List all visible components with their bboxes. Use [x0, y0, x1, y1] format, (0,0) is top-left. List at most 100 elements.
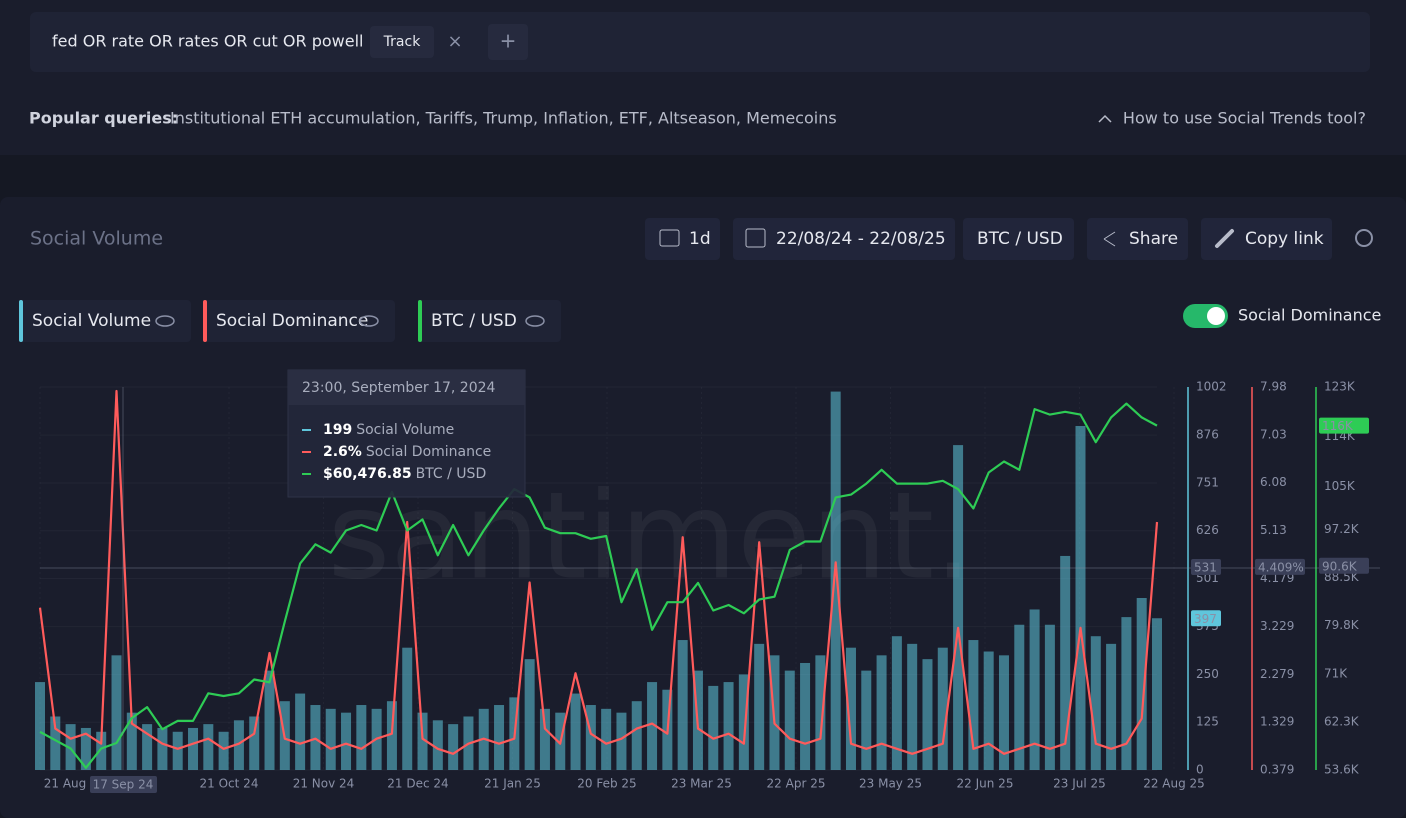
volume-bar [524, 659, 535, 770]
y-tick-label: 53.6K [1324, 763, 1360, 777]
close[interactable]: × [447, 31, 462, 52]
copy-button[interactable] [1201, 218, 1332, 260]
value-badge [1319, 557, 1369, 574]
x-tick-label: 21 Dec 24 [387, 777, 448, 791]
track-chip[interactable] [370, 26, 434, 58]
x-tick-label: 21 Aug [44, 777, 87, 791]
volume-bar [539, 708, 550, 770]
popular-items[interactable]: Institutional ETH accumulation, Tariffs,… [170, 109, 837, 128]
y-tick-label: 5.13 [1260, 523, 1287, 537]
volume-bar [126, 712, 137, 770]
tooltip-value: 2.6% [323, 444, 362, 460]
cursor-label: 17 Sep 24 [93, 778, 154, 792]
legend-label: BTC / USD [431, 311, 517, 331]
volume-bar [922, 659, 933, 770]
volume-bar [325, 708, 336, 770]
add-button[interactable] [488, 24, 528, 60]
volume-bar [417, 712, 428, 770]
y-tick-label: 3.229 [1260, 619, 1294, 633]
volume-bar [65, 724, 76, 770]
toggle-label: Social Dominance [1238, 306, 1381, 325]
x-tick-label: 21 Oct 24 [200, 777, 259, 791]
y-tick-label: 0.379 [1260, 763, 1294, 777]
volume-bar [677, 640, 688, 770]
volume-bar [937, 647, 948, 770]
volume-bar [585, 705, 596, 770]
volume-bar [218, 731, 229, 770]
volume-bar [249, 716, 260, 770]
tooltip: 23:00, September 17, 2024 199 Social Volum… [287, 369, 526, 498]
legend-chip[interactable] [418, 300, 561, 342]
x-tick-label: 21 Jan 25 [484, 777, 541, 791]
tooltip-label: Social Volume [356, 422, 454, 438]
interval-button[interactable] [645, 218, 720, 260]
x-tick-label: 23 May 25 [859, 777, 922, 791]
help[interactable]: How to use Social Trends tool? [1123, 109, 1366, 128]
y-tick-label: 250 [1196, 667, 1219, 681]
volume-bar [570, 693, 581, 770]
copy-link: Copy link [1245, 229, 1324, 249]
volume-bar [35, 682, 45, 770]
badge-label: 397 [1194, 612, 1217, 626]
y-tick-label: 0 [1196, 763, 1204, 777]
x-tick-label: 23 Jul 25 [1053, 777, 1106, 791]
badge-label: 116K [1322, 419, 1354, 433]
volume-bar [998, 655, 1009, 770]
calendar-icon [745, 228, 766, 248]
tooltip-row: 199 Social Volume [323, 422, 454, 438]
volume-bar [1136, 597, 1147, 770]
volume-bar [1029, 609, 1040, 770]
legend-swatch [203, 300, 207, 342]
track: Track [383, 34, 422, 50]
share-button[interactable] [1087, 218, 1188, 260]
y-tick-label: 7.98 [1260, 380, 1287, 394]
volume-bar [203, 724, 214, 770]
volume-bar [80, 727, 91, 770]
ruler-icon [659, 229, 680, 247]
legend-chip[interactable] [203, 300, 395, 342]
legend-swatch [418, 300, 422, 342]
tooltip-label: BTC / USD [416, 466, 487, 482]
cursor-label-bg [90, 776, 157, 793]
volume-bar [830, 391, 841, 770]
volume-bar [432, 720, 443, 770]
volume-bar [494, 705, 505, 770]
volume-bar [1152, 618, 1162, 770]
volume-bar [233, 720, 244, 770]
volume-bar [891, 636, 902, 770]
badge-label: 90.6K [1322, 559, 1358, 573]
y-tick-label: 1.329 [1260, 715, 1294, 729]
settings[interactable] [1355, 229, 1373, 247]
value-badge [1255, 558, 1305, 575]
chevron [1098, 114, 1112, 123]
volume-bar [172, 731, 183, 770]
y-tick-label: 876 [1196, 428, 1219, 442]
toolbar: 1d 22/08/24 - 22/08/25 BTC / USD Share C… [645, 218, 1373, 260]
legend-chip[interactable] [19, 300, 191, 342]
volume-bar [983, 651, 994, 770]
search-box[interactable] [30, 12, 1370, 72]
legend-label: Social Volume [32, 311, 151, 331]
add: + [500, 29, 517, 53]
date-button[interactable] [733, 218, 955, 260]
series-line [38, 389, 1159, 755]
pair-button[interactable] [963, 218, 1074, 260]
volume-bar [50, 716, 61, 770]
x-tick-label: 22 Jun 25 [957, 777, 1014, 791]
volume-bar [815, 655, 826, 770]
x-tick-label: 23 Mar 25 [671, 777, 732, 791]
tooltip-label: Social Dominance [366, 444, 491, 460]
y-tick-label: 62.3K [1324, 714, 1360, 728]
volume-bar [1075, 425, 1086, 770]
volume-bar [1106, 643, 1117, 770]
volume-bar [738, 674, 749, 770]
eye-icon [359, 315, 379, 327]
y-tick-label: 751 [1196, 475, 1219, 489]
volume-bar [386, 701, 397, 770]
volume-bar [876, 655, 887, 770]
tooltip-row: 2.6% Social Dominance [323, 444, 491, 460]
x-tick-label: 21 Nov 24 [293, 777, 355, 791]
volume-bar [647, 682, 658, 770]
